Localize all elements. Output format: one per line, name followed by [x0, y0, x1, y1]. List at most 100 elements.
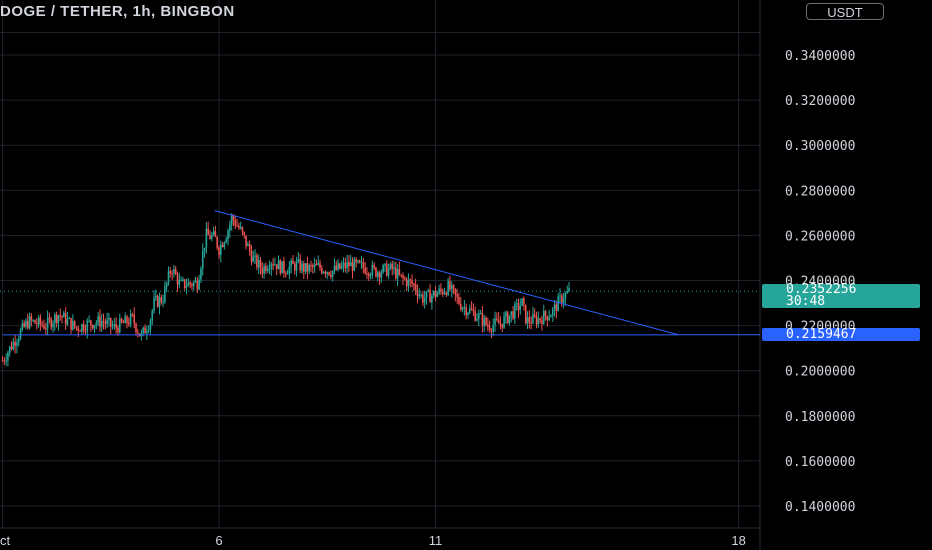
candle-body	[295, 261, 298, 271]
candle-body	[39, 317, 42, 325]
candle-body	[7, 352, 9, 361]
candle-body	[416, 290, 419, 297]
candle-body	[232, 216, 235, 221]
candle-body	[72, 320, 74, 330]
candle-body	[376, 272, 379, 277]
candle-body	[375, 267, 377, 277]
candlestick-series	[1, 213, 570, 367]
candle-body	[16, 342, 18, 346]
candle-body	[122, 322, 125, 324]
candle-body	[478, 313, 480, 319]
candle-body	[432, 291, 435, 296]
candle-body	[317, 263, 320, 265]
candle-body	[358, 260, 361, 263]
currency-selector[interactable]: USDT	[806, 3, 884, 20]
candle-body	[165, 282, 168, 287]
candle-body	[465, 307, 467, 316]
candle-body	[497, 319, 500, 324]
candle-body	[284, 272, 287, 274]
candle-body	[21, 323, 24, 330]
price-tick-label: 0.3000000	[785, 139, 855, 154]
candle-body	[236, 225, 238, 227]
candle-body	[265, 266, 267, 271]
trendline-descending	[214, 210, 679, 336]
candle-body	[537, 318, 540, 325]
candle-body	[326, 272, 329, 274]
candle-body	[308, 265, 311, 272]
candle-body	[530, 322, 532, 324]
candle-body	[5, 360, 7, 362]
candle-body	[404, 278, 406, 280]
candle-body	[210, 235, 213, 240]
candle-body	[142, 327, 145, 333]
candle-body	[225, 239, 228, 243]
price-tick-label: 0.1600000	[785, 455, 855, 470]
price-tick-label: 0.2600000	[785, 229, 855, 244]
candle-body	[512, 311, 514, 319]
candle-body	[259, 259, 262, 269]
candle-body	[162, 301, 164, 303]
time-tick-label: 6	[215, 533, 222, 548]
candle-body	[173, 268, 175, 274]
candle-body	[102, 321, 105, 323]
candle-body	[539, 318, 541, 321]
candle-body	[99, 316, 101, 327]
candle-body	[93, 325, 96, 329]
candle-body	[490, 330, 493, 332]
time-tick-label: 18	[731, 533, 745, 548]
candle-body	[180, 279, 182, 281]
candle-body	[178, 280, 181, 285]
candle-body	[342, 262, 345, 266]
candle-body	[254, 255, 256, 257]
candle-body	[279, 260, 282, 274]
candle-body	[488, 326, 491, 331]
candle-body	[290, 260, 292, 267]
candle-body	[288, 266, 291, 274]
candle-body	[532, 314, 534, 324]
candle-body	[335, 265, 338, 270]
candle-body	[494, 318, 496, 325]
candle-body	[129, 314, 132, 325]
candle-body	[360, 262, 363, 264]
candle-body	[459, 303, 462, 310]
candle-body	[382, 265, 384, 273]
candle-body	[84, 330, 87, 332]
candle-body	[564, 293, 567, 300]
candle-body	[234, 220, 237, 226]
candle-body	[113, 324, 116, 326]
candle-body	[52, 323, 54, 328]
candle-body	[519, 305, 522, 311]
axis-lines	[0, 0, 761, 550]
candle-body	[485, 317, 487, 325]
candle-body	[26, 320, 29, 328]
candle-body	[261, 268, 264, 274]
time-axis-labels: ct 6 11 18	[0, 533, 746, 548]
candle-body	[344, 262, 347, 269]
candle-body	[364, 267, 366, 274]
candle-body	[171, 273, 173, 275]
candle-body	[562, 299, 565, 303]
candle-body	[526, 317, 529, 324]
candle-body	[164, 286, 166, 302]
candle-body	[275, 264, 278, 270]
candle-body	[353, 259, 356, 271]
candle-body	[337, 263, 339, 270]
candle-body	[411, 280, 413, 285]
candle-body	[109, 318, 112, 327]
candle-body	[304, 263, 307, 272]
candle-body	[247, 244, 249, 247]
candle-body	[153, 297, 155, 311]
candle-body	[369, 275, 372, 277]
candle-body	[127, 323, 130, 325]
candle-body	[346, 262, 348, 269]
candle-body	[12, 341, 15, 350]
candle-body	[391, 263, 393, 270]
candle-body	[443, 292, 446, 294]
candle-body	[371, 265, 374, 276]
candle-body	[550, 315, 552, 318]
candle-body	[340, 265, 343, 269]
candle-body	[198, 279, 200, 290]
candle-body	[292, 260, 294, 264]
candle-body	[245, 235, 247, 247]
